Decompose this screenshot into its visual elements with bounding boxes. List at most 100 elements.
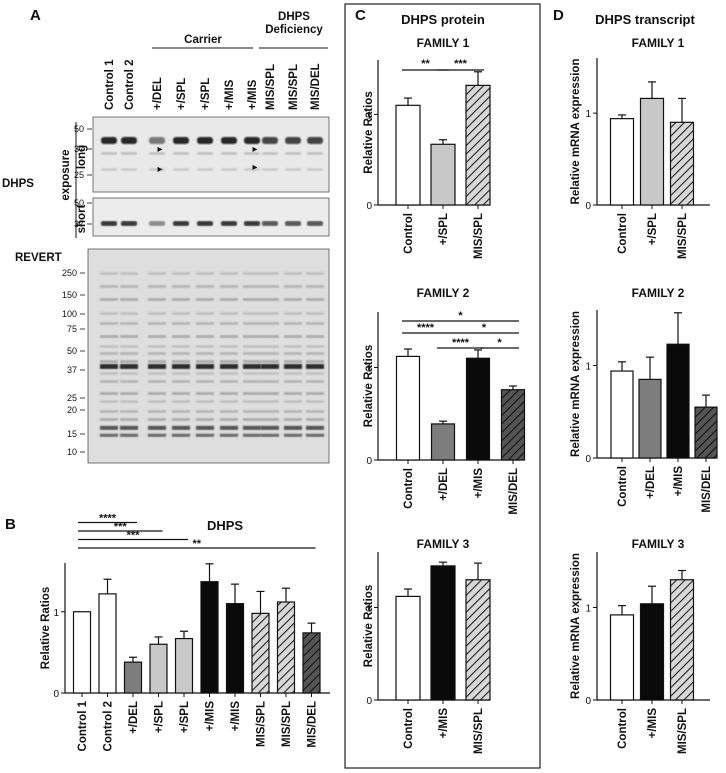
band-revert-smear [284, 400, 302, 403]
band-revert-smear [172, 335, 190, 338]
mw-label: 50 [74, 124, 84, 134]
band-revert-smear [120, 400, 138, 403]
y-tick-label: 1 [585, 604, 591, 615]
band-revert-smear [196, 392, 214, 395]
x-tick-label: +/DEL [645, 466, 657, 499]
band-revert-smear [306, 372, 324, 375]
band-revert-smear [196, 352, 214, 355]
band-short [221, 221, 237, 226]
band-revert-smear [172, 298, 190, 301]
x-tick-label: Control [617, 466, 629, 507]
band-revert-smear [243, 360, 261, 363]
band-revert-smear [172, 400, 190, 403]
band-short [101, 221, 117, 226]
band-revert-strong [120, 426, 138, 430]
band-long [244, 137, 260, 144]
band-long [197, 137, 213, 144]
band-long-minor [244, 152, 260, 155]
band-revert-smear [172, 360, 190, 363]
band-revert-strong [172, 434, 190, 437]
band-revert-smear [100, 352, 118, 355]
band-short [307, 221, 323, 226]
bar [225, 603, 245, 694]
bar [638, 378, 662, 459]
panel-letter-d: D [553, 7, 564, 24]
y-axis-label: Relative Ratios [363, 345, 375, 427]
band-revert-smear [243, 285, 261, 288]
band-revert-strong [220, 426, 238, 430]
band-revert-smear [120, 322, 138, 325]
band-short [173, 221, 189, 226]
band-short [244, 221, 260, 226]
band-long [173, 137, 189, 144]
band-long [262, 137, 278, 144]
arrowheads: ▸ ▸ ▸ ▸ [157, 144, 257, 175]
band-long-minor [173, 152, 189, 155]
band-revert-strong [306, 364, 324, 369]
band-revert-strong [172, 364, 190, 369]
x-tick-label: +/SPL [154, 701, 166, 733]
band-revert-smear [306, 298, 324, 301]
chart-title: FAMILY 2 [632, 286, 685, 300]
band-revert-smear [306, 285, 324, 288]
band-revert-smear [172, 272, 190, 275]
band-revert-smear [306, 400, 324, 403]
band-revert-smear [306, 418, 324, 421]
mw-markers-short: 50 37 [74, 198, 92, 229]
band-revert-smear [196, 418, 214, 421]
chart-title: FAMILY 2 [417, 286, 470, 300]
western-blot-panel: Control 1 Control 2 +/DEL +/SPL +/SPL +/MIS +/… [2, 11, 330, 464]
band-revert-smear [172, 345, 190, 348]
x-tick-label: MIS/SPL [473, 708, 485, 754]
band-revert-smear [284, 285, 302, 288]
band-short [285, 221, 301, 226]
mw-label: 100 [62, 309, 77, 319]
short-label: short [76, 204, 88, 233]
x-tick-label: Control 2 [103, 701, 115, 751]
band-long [101, 137, 117, 144]
band-revert-smear [148, 345, 166, 348]
band-short [197, 221, 213, 226]
mw-label: 15 [67, 429, 77, 439]
band-revert-strong [243, 426, 261, 430]
mw-label: 37 [74, 219, 84, 229]
band-revert-strong [220, 364, 238, 369]
band-revert-smear [220, 272, 238, 275]
band-revert-smear [148, 380, 166, 383]
band-long-minor [197, 168, 213, 171]
band-revert-smear [120, 380, 138, 383]
band-revert-smear [220, 372, 238, 375]
band-revert-strong [148, 426, 166, 430]
band-revert-smear [220, 360, 238, 363]
band-revert-strong [196, 434, 214, 437]
band-revert-smear [100, 372, 118, 375]
band-revert-smear [284, 335, 302, 338]
y-tick-label: 1 [366, 604, 372, 615]
band-revert-smear [284, 352, 302, 355]
panel-c-title: DHPS protein [401, 12, 485, 27]
band-revert-smear [284, 360, 302, 363]
band-long-minor [244, 168, 260, 171]
band-revert-smear [100, 335, 118, 338]
deficiency-group-label-line2: Deficiency [265, 24, 323, 36]
x-tick-label: +/MIS [473, 468, 485, 499]
chart-title: FAMILY 1 [632, 36, 685, 50]
band-revert-smear [220, 380, 238, 383]
x-tick-label: Control [617, 708, 629, 749]
revert-label: REVERT [15, 252, 62, 264]
band-revert-smear [100, 410, 118, 413]
band-revert-strong [172, 426, 190, 430]
band-revert-smear [220, 322, 238, 325]
arrowhead-icon: ▸ [157, 164, 162, 175]
sig-label: *** [454, 58, 468, 70]
bar [639, 97, 665, 206]
band-long-minor [262, 152, 278, 155]
lane-label: +/SPL [176, 78, 188, 110]
band-revert-smear [196, 335, 214, 338]
x-tick-label: MIS/DEL [508, 468, 520, 515]
band-revert-smear [284, 322, 302, 325]
chart-title: FAMILY 3 [632, 537, 685, 551]
bar [174, 637, 194, 694]
band-revert-smear [120, 272, 138, 275]
